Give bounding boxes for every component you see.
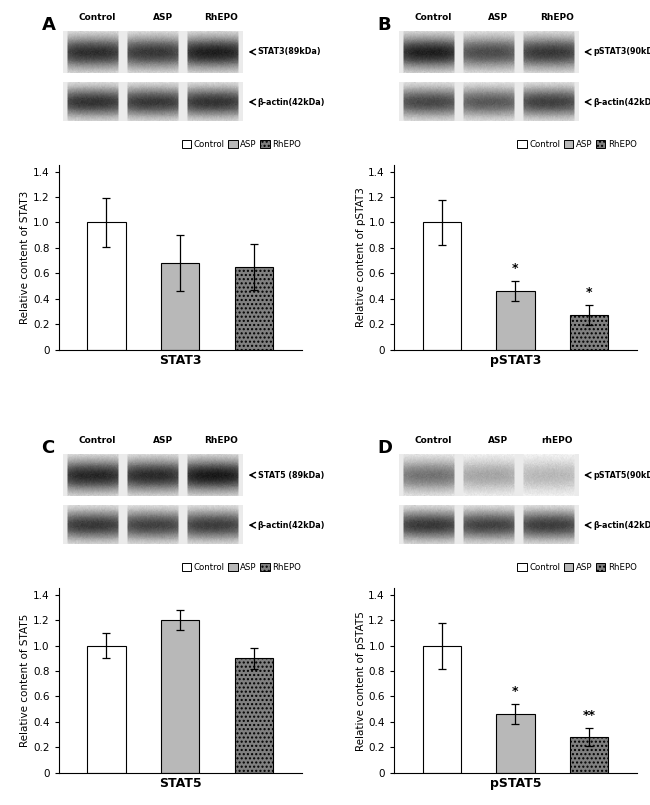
Text: β-actin(42kDa): β-actin(42kDa) <box>258 521 325 530</box>
Y-axis label: Relative content of STAT5: Relative content of STAT5 <box>20 614 30 747</box>
Text: ASP: ASP <box>153 436 173 445</box>
X-axis label: STAT3: STAT3 <box>159 354 202 367</box>
Text: D: D <box>377 440 392 457</box>
Bar <box>87 646 125 773</box>
Text: pSTAT3(90kDa): pSTAT3(90kDa) <box>593 47 650 56</box>
Legend: Control, ASP, RhEPO: Control, ASP, RhEPO <box>514 559 640 576</box>
Legend: Control, ASP, RhEPO: Control, ASP, RhEPO <box>178 136 305 152</box>
Text: STAT3(89kDa): STAT3(89kDa) <box>258 47 322 56</box>
Text: RhEPO: RhEPO <box>540 13 574 22</box>
Legend: Control, ASP, RhEPO: Control, ASP, RhEPO <box>178 559 305 576</box>
Text: β-actin(42kDa): β-actin(42kDa) <box>258 97 325 106</box>
Text: Control: Control <box>414 13 452 22</box>
Bar <box>235 658 273 773</box>
Text: C: C <box>42 440 55 457</box>
Text: Control: Control <box>79 436 116 445</box>
Legend: Control, ASP, RhEPO: Control, ASP, RhEPO <box>514 136 640 152</box>
Text: RhEPO: RhEPO <box>204 436 239 445</box>
Text: Control: Control <box>79 13 116 22</box>
Bar <box>87 222 125 349</box>
Text: β-actin(42kDa): β-actin(42kDa) <box>593 521 650 530</box>
Bar <box>422 222 461 349</box>
X-axis label: pSTAT3: pSTAT3 <box>490 354 541 367</box>
Y-axis label: Relative content of pSTAT5: Relative content of pSTAT5 <box>356 611 365 750</box>
Text: ASP: ASP <box>488 436 508 445</box>
Bar <box>235 267 273 349</box>
Text: β-actin(42kDa): β-actin(42kDa) <box>593 97 650 106</box>
X-axis label: pSTAT5: pSTAT5 <box>489 777 541 790</box>
Text: pSTAT5(90kDa): pSTAT5(90kDa) <box>593 471 650 480</box>
Bar <box>497 291 534 349</box>
Y-axis label: Relative content of STAT3: Relative content of STAT3 <box>20 191 30 324</box>
Bar <box>161 263 199 349</box>
Text: A: A <box>42 16 55 34</box>
Bar <box>161 620 199 773</box>
Text: STAT5 (89kDa): STAT5 (89kDa) <box>258 471 324 480</box>
X-axis label: STAT5: STAT5 <box>159 777 202 790</box>
Bar <box>570 316 608 349</box>
Text: *: * <box>512 262 519 275</box>
Text: rhEPO: rhEPO <box>541 436 573 445</box>
Text: **: ** <box>582 709 595 722</box>
Text: ASP: ASP <box>488 13 508 22</box>
Bar <box>497 714 534 773</box>
Y-axis label: Relative content of pSTAT3: Relative content of pSTAT3 <box>356 188 365 328</box>
Text: Control: Control <box>414 436 452 445</box>
Text: B: B <box>377 16 391 34</box>
Bar <box>570 737 608 773</box>
Text: *: * <box>512 685 519 698</box>
Text: ASP: ASP <box>153 13 173 22</box>
Text: *: * <box>586 286 592 299</box>
Text: RhEPO: RhEPO <box>204 13 239 22</box>
Bar <box>422 646 461 773</box>
